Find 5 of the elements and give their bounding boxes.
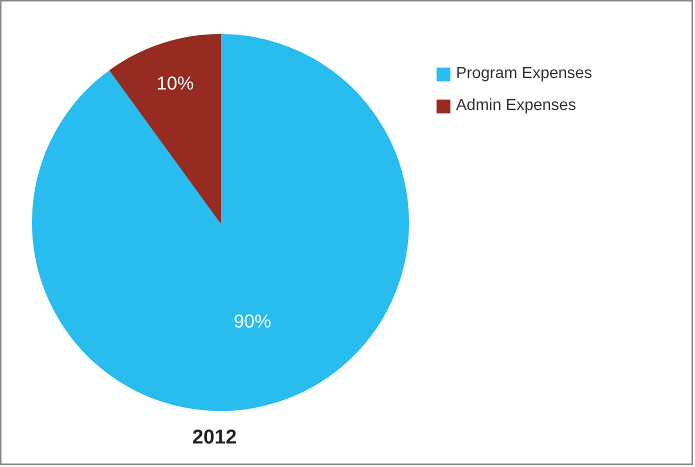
legend-label: Admin Expenses (456, 97, 576, 115)
data-label: 10% (156, 72, 194, 94)
text: 2012 (192, 426, 237, 448)
legend-label: Program Expenses (456, 65, 592, 83)
data-label: 90% (234, 310, 272, 332)
